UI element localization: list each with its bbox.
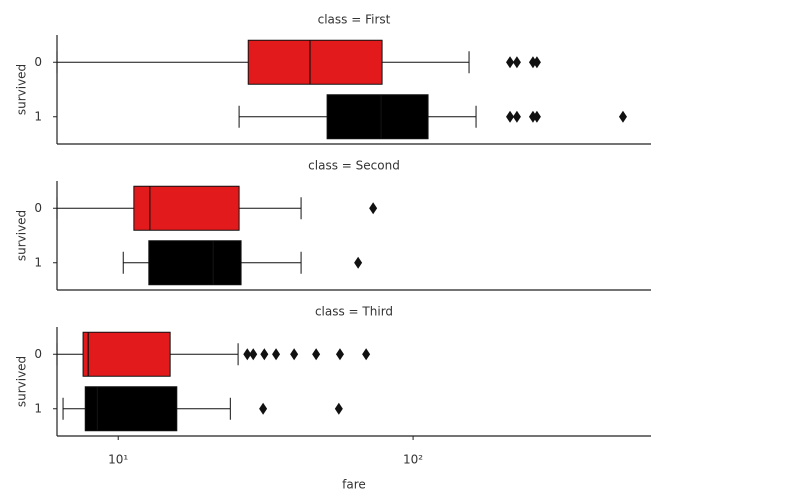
outlier — [532, 56, 541, 69]
y-tick-label: 0 — [34, 347, 42, 361]
outlier — [259, 402, 268, 415]
outlier — [312, 348, 321, 361]
outlier — [335, 348, 344, 361]
outlier — [506, 56, 515, 69]
outlier — [354, 256, 363, 269]
box — [133, 185, 240, 231]
facet-title: class = First — [318, 13, 391, 27]
outlier — [532, 110, 541, 123]
outlier — [334, 402, 343, 415]
outlier — [512, 56, 521, 69]
outlier — [249, 348, 258, 361]
x-axis-label: fare — [342, 478, 366, 492]
box — [82, 331, 171, 377]
box — [326, 94, 429, 140]
box — [84, 386, 178, 432]
y-axis-label: survived — [15, 210, 29, 261]
outlier — [362, 348, 371, 361]
box — [148, 240, 242, 286]
y-tick-label: 1 — [34, 401, 42, 415]
outlier — [512, 110, 521, 123]
outlier — [506, 110, 515, 123]
outlier — [618, 110, 627, 123]
x-tick-label: 10¹ — [108, 453, 128, 467]
outlier — [272, 348, 281, 361]
y-axis-label: survived — [15, 356, 29, 407]
facet-title: class = Third — [315, 305, 393, 319]
y-tick-label: 0 — [34, 55, 42, 69]
y-axis-label: survived — [15, 64, 29, 115]
outlier — [243, 348, 252, 361]
outlier — [260, 348, 269, 361]
y-tick-label: 0 — [34, 201, 42, 215]
y-tick-label: 1 — [34, 109, 42, 123]
x-tick-label: 10² — [403, 453, 423, 467]
y-tick-label: 1 — [34, 255, 42, 269]
outlier — [369, 202, 378, 215]
outlier — [290, 348, 299, 361]
facet-title: class = Second — [308, 159, 400, 173]
box — [247, 39, 383, 85]
